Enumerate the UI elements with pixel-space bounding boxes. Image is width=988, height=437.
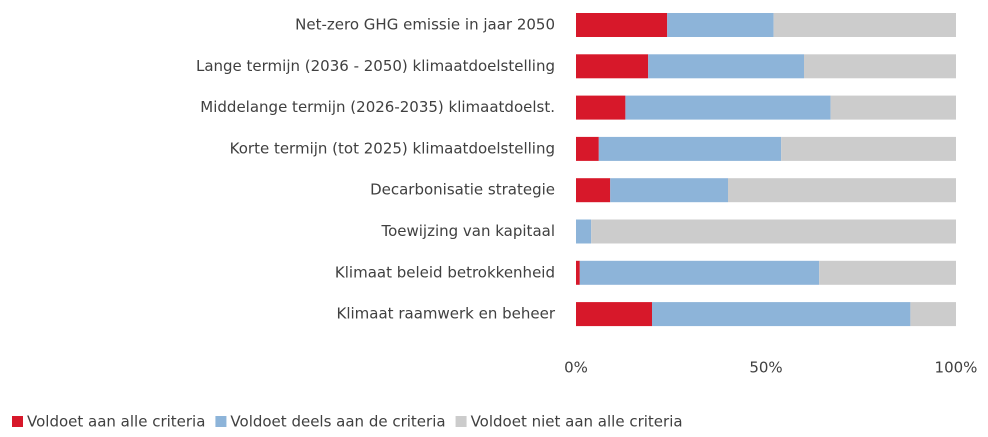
bar-segment	[610, 178, 728, 203]
x-tick-label: 100%	[935, 359, 978, 377]
bar-segment	[576, 260, 580, 285]
bar-segment	[667, 13, 774, 37]
bar-segment	[576, 178, 611, 203]
x-tick-label: 0%	[564, 359, 588, 377]
bar-segment	[728, 178, 956, 203]
category-label: Net-zero GHG emissie in jaar 2050	[295, 16, 555, 34]
legend-label: Voldoet niet aan alle criteria	[471, 413, 683, 431]
bar-segment	[910, 302, 956, 327]
legend-swatch	[215, 416, 227, 427]
legend-label: Voldoet aan alle criteria	[27, 413, 205, 431]
bar-segment	[652, 302, 911, 327]
bar-segment	[648, 54, 804, 79]
bar-segment	[598, 136, 782, 161]
category-label: Korte termijn (tot 2025) klimaatdoelstel…	[230, 139, 555, 157]
bar-segment	[804, 54, 956, 79]
bar-segment	[781, 136, 956, 161]
bar-segment	[830, 95, 956, 120]
x-tick-label: 50%	[749, 359, 782, 377]
bar-segment	[576, 136, 599, 161]
category-label: Toewijzing van kapitaal	[380, 222, 555, 240]
category-label: Lange termijn (2036 - 2050) klimaatdoels…	[196, 57, 555, 75]
category-label: Klimaat raamwerk en beheer	[337, 305, 556, 323]
bar-segment	[576, 13, 668, 37]
legend-label: Voldoet deels aan de criteria	[230, 413, 445, 431]
bar-segment	[579, 260, 820, 285]
bar-segment	[576, 95, 626, 120]
legend-swatch	[455, 416, 467, 427]
legend-swatch	[12, 416, 23, 427]
category-label: Decarbonisatie strategie	[370, 181, 555, 199]
bar-segment	[625, 95, 831, 120]
category-label: Middelange termijn (2026-2035) klimaatdo…	[200, 98, 555, 116]
bar-segment	[576, 219, 592, 244]
bar-segment	[819, 260, 956, 285]
bar-segment	[576, 54, 649, 79]
bar-segment	[576, 302, 652, 327]
bar-segment	[591, 219, 956, 244]
category-label: Klimaat beleid betrokkenheid	[335, 263, 555, 281]
bar-segment	[773, 13, 956, 37]
